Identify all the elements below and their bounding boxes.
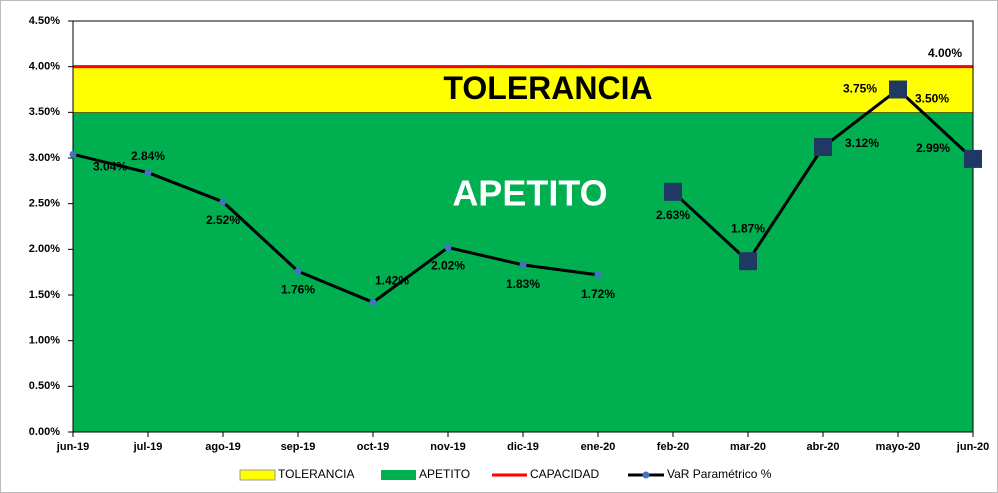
series-line [72,152,599,305]
data-label: 3.12% [845,136,879,150]
data-label: 1.72% [581,287,615,301]
point-marker [739,252,757,271]
y-tick-label: 2.50% [29,198,60,210]
data-label: 2.84% [131,149,165,163]
y-tick-label: 2.00% [29,243,60,255]
x-tick-label: nov-19 [430,441,465,453]
point-marker [519,261,527,269]
band-area [73,112,973,432]
band-label: 3.50% [915,92,949,106]
y-tick-label: 1.00% [29,335,60,347]
legend-label: TOLERANCIA [278,467,354,481]
data-label: 1.42% [375,273,409,287]
data-label: 2.52% [206,213,240,227]
data-label: 2.63% [656,208,690,222]
x-tick-label: sep-19 [281,441,316,453]
y-tick-label: 0.00% [29,426,60,438]
point-marker [219,198,227,206]
x-tick-label: dic-19 [507,441,539,453]
legend-label: CAPACIDAD [530,467,599,481]
point-marker [814,138,832,157]
y-tick-label: 3.00% [29,152,60,164]
band-area [73,66,973,113]
point-marker [664,182,682,201]
legend-label: APETITO [419,467,470,481]
y-tick-label: 1.50% [29,289,60,301]
point-marker [444,244,452,252]
band-name: TOLERANCIA [443,70,652,106]
point-marker [69,150,77,158]
y-tick-label: 4.50% [29,15,60,27]
x-tick-label: jul-19 [133,441,163,453]
data-label: 1.83% [506,277,540,291]
x-tick-label: ene-20 [581,441,616,453]
y-tick-label: 4.00% [29,61,60,73]
legend-swatch [239,469,276,481]
data-label: 1.87% [731,221,765,235]
data-label: 3.75% [843,82,877,96]
x-tick-label: oct-19 [357,441,389,453]
x-tick-label: jun-20 [956,441,989,453]
y-tick-label: 3.50% [29,106,60,118]
legend-swatch [381,470,416,480]
x-tick-label: feb-20 [657,441,689,453]
data-label: 3.04% [93,160,127,174]
point-marker [594,271,602,279]
x-tick-label: ago-19 [205,441,240,453]
band-name: APETITO [452,173,607,214]
data-label: 1.76% [281,282,315,296]
point-marker [294,267,302,275]
y-tick-label: 0.50% [29,380,60,392]
x-tick-label: mayo-20 [876,441,921,453]
point-marker [144,169,152,177]
legend-label: VaR Paramétrico % [667,467,772,481]
data-label: 2.02% [431,259,465,273]
legend-swatch [642,471,650,479]
x-tick-label: mar-20 [730,441,766,453]
x-tick-label: abr-20 [806,441,839,453]
point-marker [889,80,907,99]
threshold-label: 4.00% [928,46,962,60]
point-marker [369,298,377,306]
data-label: 2.99% [916,141,950,155]
x-tick-label: jun-19 [56,441,89,453]
point-marker [964,149,982,168]
